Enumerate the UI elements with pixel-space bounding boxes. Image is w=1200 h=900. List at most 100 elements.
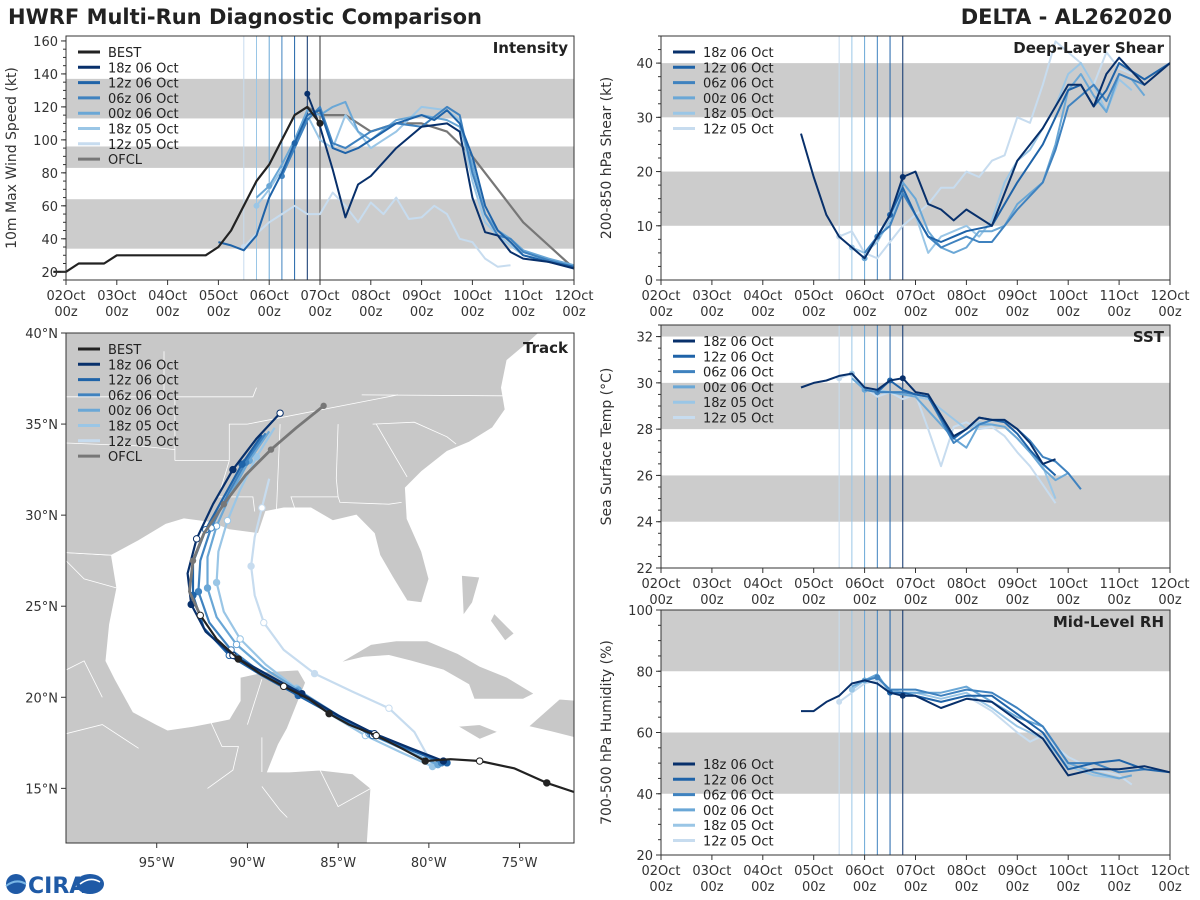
border-nicaragua	[319, 769, 371, 808]
intensity-xtick-date: 09Oct	[402, 289, 441, 304]
border-virginia	[361, 394, 504, 397]
intensity-xtick-date: 07Oct	[300, 289, 339, 304]
track-ytick-label: 25°N	[25, 600, 58, 615]
intensity-xtick-date: 03Oct	[97, 289, 136, 304]
sst-legend-run: 12z 05 Oct	[703, 412, 774, 427]
rh-xtick-hour: 00z	[751, 880, 775, 895]
track-xtick-label: 90°W	[229, 856, 265, 871]
shear-xtick-hour: 00z	[955, 305, 979, 320]
intensity-init-marker	[291, 140, 298, 147]
rh-xtick-hour: 00z	[802, 880, 826, 895]
sst-xtick-hour: 00z	[1158, 593, 1182, 608]
rh-xtick-hour: 00z	[1006, 880, 1030, 895]
rh-ytick-label: 20	[636, 849, 653, 864]
shear-xtick-hour: 00z	[802, 305, 826, 320]
intensity-xtick-hour: 00z	[359, 305, 383, 320]
shear-legend-run: 00z 06 Oct	[703, 92, 774, 107]
sst-panel: 22242628303202Oct00z03Oct00z04Oct00z05Oc…	[599, 324, 1190, 608]
shear-xtick-date: 12Oct	[1150, 289, 1189, 304]
sst-legend-run: 06z 06 Oct	[703, 366, 774, 381]
rh-xtick-date: 08Oct	[947, 864, 986, 879]
intensity-ytick-label: 60	[41, 200, 58, 215]
rh-xtick-hour: 00z	[1107, 880, 1131, 895]
track-xtick-label: 75°W	[502, 856, 538, 871]
intensity-xtick-date: 10Oct	[453, 289, 492, 304]
sst-xtick-date: 03Oct	[692, 577, 731, 592]
intensity-best-line	[53, 105, 321, 273]
rh-xtick-hour: 00z	[700, 880, 724, 895]
track-run-marker	[212, 578, 221, 587]
rh-xtick-hour: 00z	[904, 880, 928, 895]
track-ytick-label: 20°N	[25, 691, 58, 706]
track-land-group	[66, 333, 574, 843]
shear-ytick-label: 20	[636, 166, 653, 181]
sst-ytick-label: 22	[636, 562, 653, 577]
sst-xtick-date: 07Oct	[896, 577, 935, 592]
sst-xtick-date: 05Oct	[794, 577, 833, 592]
intensity-ofcl-line	[306, 105, 575, 270]
track-run-marker	[247, 562, 255, 570]
track-run-marker	[203, 584, 212, 592]
shear-xtick-date: 03Oct	[692, 289, 731, 304]
bahamas-land-2	[490, 612, 515, 642]
track-ytick-label: 40°N	[25, 327, 58, 342]
intensity-xtick-date: 02Oct	[46, 289, 85, 304]
track-run-marker	[223, 516, 232, 525]
rh-xtick-hour: 00z	[1158, 880, 1182, 895]
rh-init-marker	[848, 686, 855, 693]
track-ytick-label: 35°N	[25, 418, 58, 433]
intensity-ytick-label: 160	[33, 35, 58, 50]
track-run-marker	[192, 535, 201, 543]
track-run-marker	[232, 640, 241, 649]
track-ofcl-marker	[220, 501, 228, 508]
intensity-legend-ofcl: OFCL	[108, 153, 143, 168]
border-oklahoma-missouri	[66, 351, 165, 398]
shear-panel: 01020304002Oct00z03Oct00z04Oct00z05Oct00…	[599, 35, 1190, 320]
intensity-legend-best: BEST	[108, 46, 141, 61]
rh-title: Mid-Level RH	[1053, 613, 1164, 631]
rh-ylabel: 700-500 hPa Humidity (%)	[599, 640, 615, 825]
border-us-mexico	[66, 560, 117, 589]
sst-ytick-label: 28	[636, 423, 653, 438]
rh-legend-run: 00z 06 Oct	[703, 804, 774, 819]
shear-xtick-date: 04Oct	[743, 289, 782, 304]
border-florida	[337, 496, 402, 505]
sst-series-line	[838, 372, 1057, 504]
intensity-xtick-date: 06Oct	[250, 289, 289, 304]
rh-ytick-label: 80	[636, 665, 653, 680]
sst-xtick-date: 09Oct	[998, 577, 1037, 592]
intensity-legend-run: 12z 06 Oct	[108, 77, 179, 92]
track-panel: 95°W 90°W 85°W 80°W 75°W 15°N 20°N 25°N 30°N 35°N…	[25, 327, 575, 871]
border-mississippi-west	[228, 423, 248, 461]
intensity-series-line	[218, 109, 575, 268]
rh-xtick-hour: 00z	[853, 880, 877, 895]
sst-xtick-hour: 00z	[649, 593, 673, 608]
rh-xtick-date: 02Oct	[641, 864, 680, 879]
sst-ytick-label: 26	[636, 469, 653, 484]
rh-ytick-label: 60	[636, 727, 653, 742]
track-run-line	[215, 427, 433, 768]
rh-xtick-date: 09Oct	[998, 864, 1037, 879]
intensity-ytick-label: 100	[33, 134, 58, 149]
track-best-line	[199, 614, 574, 794]
track-run-marker	[252, 453, 261, 461]
rh-xtick-date: 03Oct	[692, 864, 731, 879]
track-run-line	[250, 478, 434, 766]
jamaica-land	[456, 724, 499, 740]
sst-xtick-hour: 00z	[1107, 593, 1131, 608]
shear-ytick-label: 40	[636, 57, 653, 72]
border-mexico-states-2	[66, 724, 139, 749]
shear-xtick-date: 10Oct	[1049, 289, 1088, 304]
intensity-xtick-hour: 00z	[54, 305, 78, 320]
sst-xtick-date: 06Oct	[845, 577, 884, 592]
rh-xtick-date: 11Oct	[1100, 864, 1139, 879]
shear-xtick-hour: 00z	[1107, 305, 1131, 320]
shear-series-line	[863, 73, 1145, 254]
intensity-legend-run: 18z 06 Oct	[108, 61, 179, 76]
hispaniola-land	[527, 698, 574, 738]
shear-legend-run: 12z 05 Oct	[703, 123, 774, 138]
track-frame	[65, 332, 575, 844]
border-red-river	[138, 445, 175, 450]
sst-xtick-hour: 00z	[1057, 593, 1081, 608]
